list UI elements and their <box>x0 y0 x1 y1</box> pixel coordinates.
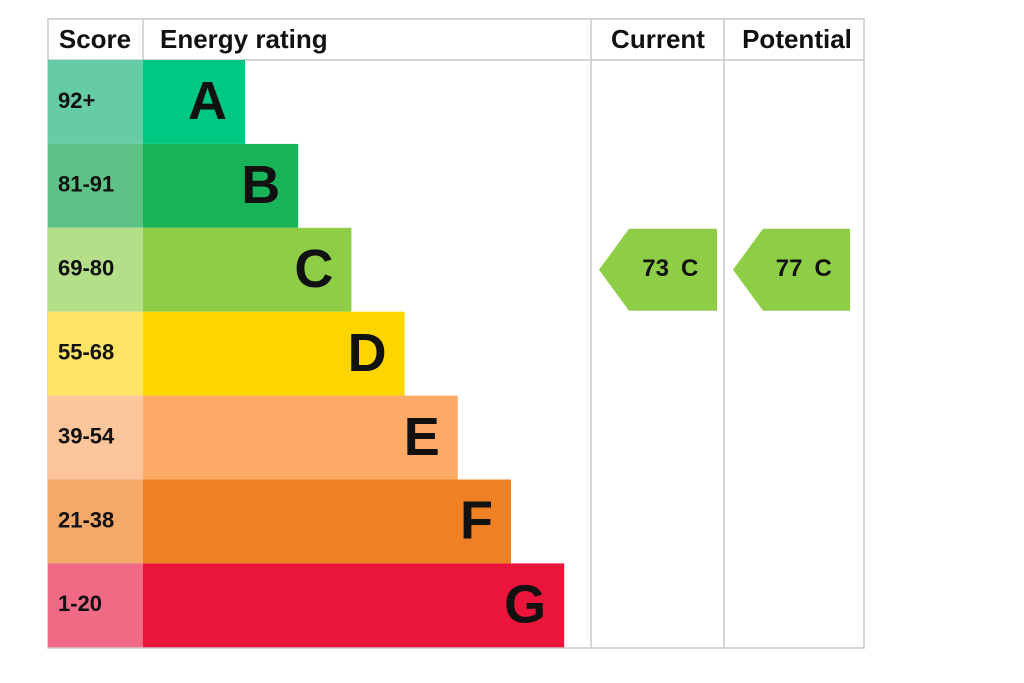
header-current: Current <box>611 24 705 54</box>
rating-bar <box>143 395 458 480</box>
score-cell <box>48 395 143 480</box>
header-potential: Potential <box>742 24 852 54</box>
rating-bar <box>143 60 245 144</box>
rating-bar <box>143 479 511 564</box>
rating-bar <box>143 227 352 312</box>
header-score: Score <box>59 24 131 54</box>
score-cell <box>48 563 143 648</box>
rating-bar <box>143 311 405 396</box>
current-arrow <box>599 228 717 311</box>
score-cell <box>48 143 143 228</box>
score-cell <box>48 311 143 396</box>
score-range: 92+ <box>58 88 95 113</box>
header-rating: Energy rating <box>160 24 328 54</box>
rating-letter: E <box>404 407 440 467</box>
rating-letter: C <box>294 239 333 299</box>
rating-letter: F <box>460 491 493 551</box>
rating-letter: G <box>504 575 546 635</box>
score-cell <box>48 479 143 564</box>
rating-bar <box>143 143 299 228</box>
score-range: 21-38 <box>58 507 114 532</box>
rating-letter: A <box>188 71 227 131</box>
current-score: 73 <box>642 255 669 282</box>
score-range: 81-91 <box>58 172 114 197</box>
score-range: 1-20 <box>58 591 102 616</box>
potential-score: 77 <box>776 255 803 282</box>
rating-letter: D <box>348 323 387 383</box>
rating-bar <box>143 563 565 648</box>
potential-arrow <box>733 228 850 311</box>
current-band: C <box>681 255 698 282</box>
score-range: 39-54 <box>58 423 115 448</box>
rating-letter: B <box>241 155 280 215</box>
score-range: 69-80 <box>58 256 114 281</box>
potential-band: C <box>815 255 832 282</box>
score-cell <box>48 60 143 144</box>
score-cell <box>48 227 143 312</box>
score-range: 55-68 <box>58 339 114 364</box>
